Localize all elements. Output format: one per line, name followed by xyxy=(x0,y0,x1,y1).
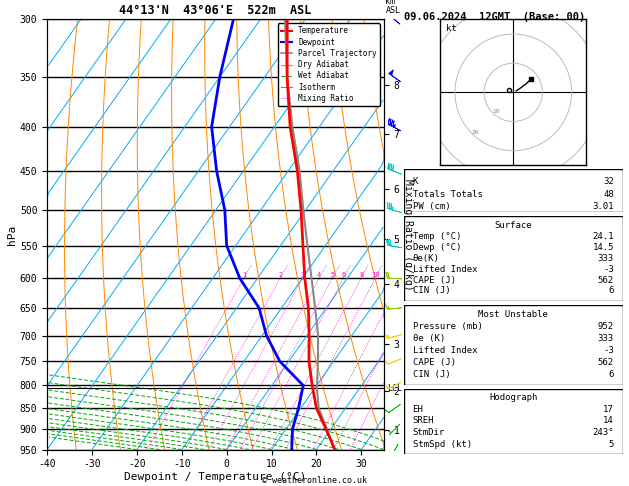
Text: 6: 6 xyxy=(609,287,614,295)
Text: 3.01: 3.01 xyxy=(593,203,614,211)
Text: 243°: 243° xyxy=(593,428,614,437)
Text: -3: -3 xyxy=(603,346,614,355)
Text: 952: 952 xyxy=(598,322,614,330)
Text: Lifted Index: Lifted Index xyxy=(413,265,477,274)
Text: 24.1: 24.1 xyxy=(593,232,614,241)
Text: 14: 14 xyxy=(603,417,614,425)
Text: SREH: SREH xyxy=(413,417,434,425)
Text: Lifted Index: Lifted Index xyxy=(413,346,477,355)
Text: θe(K): θe(K) xyxy=(413,254,440,263)
Text: kt: kt xyxy=(446,24,457,33)
Legend: Temperature, Dewpoint, Parcel Trajectory, Dry Adiabat, Wet Adiabat, Isotherm, Mi: Temperature, Dewpoint, Parcel Trajectory… xyxy=(277,23,380,106)
Text: PW (cm): PW (cm) xyxy=(413,203,450,211)
Text: Totals Totals: Totals Totals xyxy=(413,190,482,199)
Text: Dewp (°C): Dewp (°C) xyxy=(413,243,461,252)
Y-axis label: hPa: hPa xyxy=(7,225,17,244)
Text: 09.06.2024  12GMT  (Base: 00): 09.06.2024 12GMT (Base: 00) xyxy=(404,12,585,22)
Text: 6: 6 xyxy=(609,370,614,379)
Text: CIN (J): CIN (J) xyxy=(413,287,450,295)
Text: Temp (°C): Temp (°C) xyxy=(413,232,461,241)
X-axis label: Dewpoint / Temperature (°C): Dewpoint / Temperature (°C) xyxy=(125,472,306,482)
Text: Surface: Surface xyxy=(494,221,532,230)
Text: 3: 3 xyxy=(301,272,305,278)
Text: 32: 32 xyxy=(603,177,614,186)
Text: 10: 10 xyxy=(371,272,379,278)
Text: 48: 48 xyxy=(603,190,614,199)
Text: EH: EH xyxy=(413,404,423,414)
Text: 14.5: 14.5 xyxy=(593,243,614,252)
Text: 1: 1 xyxy=(242,272,246,278)
Text: 6: 6 xyxy=(342,272,345,278)
Text: StmSpd (kt): StmSpd (kt) xyxy=(413,440,472,449)
Text: 10: 10 xyxy=(493,109,500,114)
Text: CIN (J): CIN (J) xyxy=(413,370,450,379)
Text: StmDir: StmDir xyxy=(413,428,445,437)
Text: 2: 2 xyxy=(278,272,282,278)
Text: 20: 20 xyxy=(471,130,479,135)
Text: K: K xyxy=(413,177,418,186)
Title: 44°13'N  43°06'E  522m  ASL: 44°13'N 43°06'E 522m ASL xyxy=(120,4,311,17)
Text: Hodograph: Hodograph xyxy=(489,393,537,402)
Text: CAPE (J): CAPE (J) xyxy=(413,358,455,366)
Text: 5: 5 xyxy=(330,272,335,278)
Text: 5: 5 xyxy=(609,440,614,449)
Text: 8: 8 xyxy=(359,272,364,278)
Text: km
ASL: km ASL xyxy=(386,0,401,15)
Text: θe (K): θe (K) xyxy=(413,333,445,343)
Text: CAPE (J): CAPE (J) xyxy=(413,276,455,285)
Text: 333: 333 xyxy=(598,254,614,263)
Text: 562: 562 xyxy=(598,276,614,285)
Text: © weatheronline.co.uk: © weatheronline.co.uk xyxy=(262,476,367,485)
Text: 562: 562 xyxy=(598,358,614,366)
Text: 333: 333 xyxy=(598,333,614,343)
Y-axis label: Mixing Ratio (g/kg): Mixing Ratio (g/kg) xyxy=(403,179,413,290)
Text: LCL: LCL xyxy=(387,384,402,393)
Text: 4: 4 xyxy=(317,272,321,278)
Text: 17: 17 xyxy=(603,404,614,414)
Text: -3: -3 xyxy=(603,265,614,274)
Text: Most Unstable: Most Unstable xyxy=(478,310,548,318)
Text: Pressure (mb): Pressure (mb) xyxy=(413,322,482,330)
